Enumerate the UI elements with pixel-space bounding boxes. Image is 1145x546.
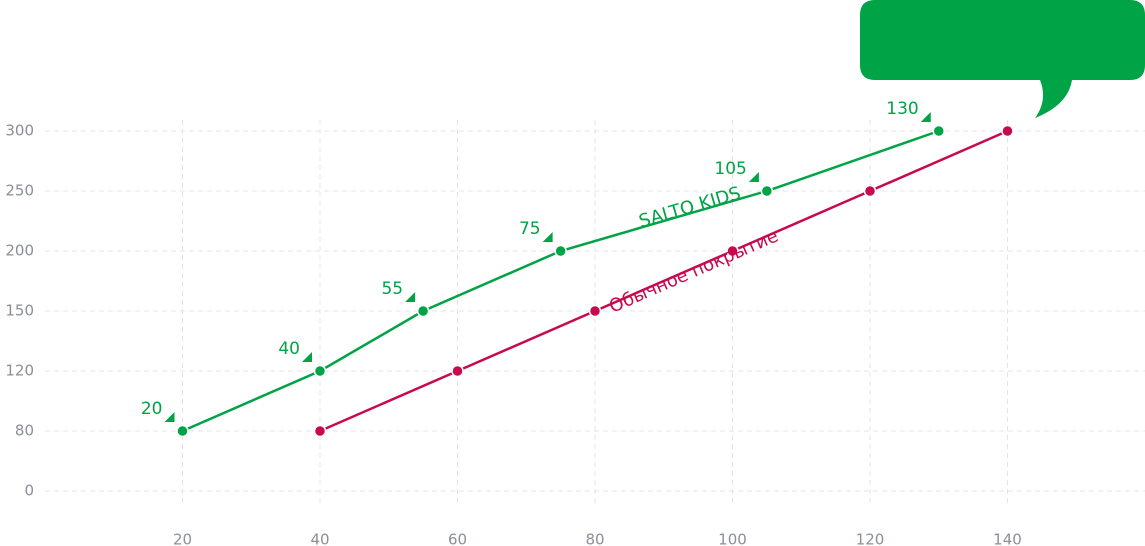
y-tick-label: 250	[5, 182, 34, 200]
label-pointer	[405, 292, 416, 302]
y-tick-label: 200	[5, 242, 34, 260]
x-tick-label: 40	[310, 531, 329, 546]
label-pointer	[164, 412, 175, 422]
point	[176, 424, 189, 438]
x-tick-label: 60	[448, 531, 467, 546]
point	[726, 244, 739, 258]
point	[1001, 124, 1014, 138]
label-pointer	[542, 232, 553, 242]
point	[863, 184, 877, 198]
point	[313, 424, 327, 438]
x-tick-label: 140	[993, 531, 1022, 546]
legend-label: Обычное покрытие	[606, 225, 781, 317]
x-value-label: 20	[141, 399, 163, 419]
x-tick-label: 100	[718, 531, 747, 546]
point	[416, 304, 430, 318]
x-value-label: 130	[886, 99, 918, 119]
y-tick-label: 120	[5, 362, 34, 380]
point	[554, 244, 567, 258]
x-tick-label: 20	[173, 531, 192, 546]
y-tick-label: 300	[5, 122, 34, 140]
callout-bubble	[860, 0, 1145, 118]
point	[760, 184, 774, 198]
label-pointer	[302, 352, 312, 362]
legend-label: SALTO KIDS	[637, 183, 744, 232]
y-tick-label: 0	[24, 482, 34, 500]
x-value-label: 40	[278, 339, 300, 359]
x-value-label: 75	[519, 219, 541, 239]
y-tick-label: 150	[5, 302, 34, 320]
point	[313, 364, 327, 378]
x-value-label: 105	[714, 159, 746, 179]
series-line	[319, 129, 1008, 433]
y-tick-label: 80	[15, 422, 34, 440]
point	[932, 124, 945, 138]
x-tick-label: 80	[585, 531, 604, 546]
series-line	[182, 129, 940, 433]
x-value-label: 55	[381, 279, 403, 299]
label-pointer	[920, 112, 931, 122]
point	[451, 364, 464, 378]
x-tick-label: 120	[856, 531, 885, 546]
label-pointer	[748, 172, 759, 182]
point	[588, 304, 602, 318]
